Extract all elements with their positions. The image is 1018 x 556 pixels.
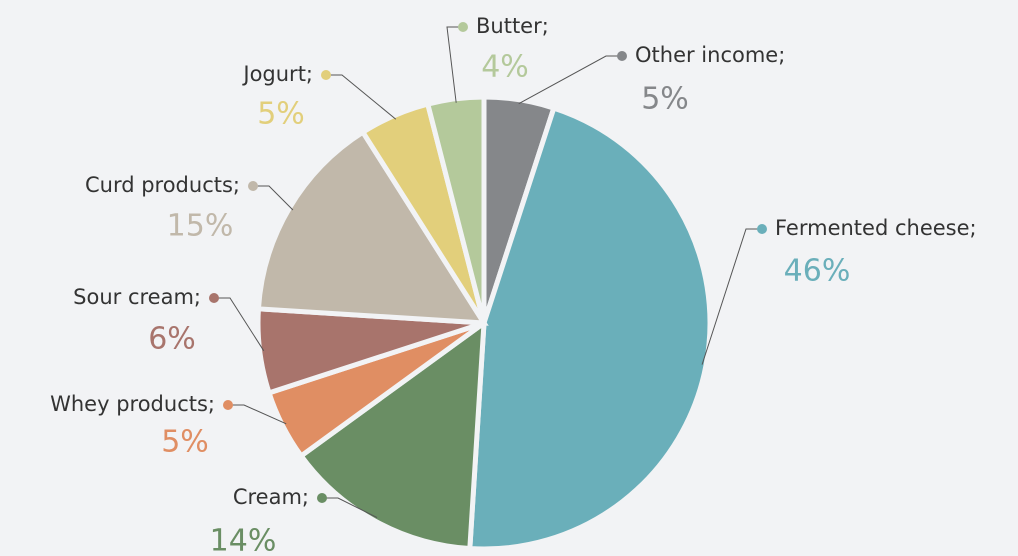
leader-line bbox=[253, 185, 294, 211]
slice-name: Cream; bbox=[233, 485, 309, 509]
slice-name: Jogurt; bbox=[241, 62, 313, 86]
slice-name: Butter; bbox=[476, 14, 549, 38]
value-label: 46% bbox=[784, 254, 851, 289]
slice-name: Other income; bbox=[635, 43, 785, 67]
leader-line bbox=[326, 74, 397, 120]
legend-dot bbox=[223, 400, 233, 410]
leader-line bbox=[322, 497, 378, 518]
slice-name: Sour cream; bbox=[73, 285, 201, 309]
value-label: 15% bbox=[167, 209, 234, 244]
leader-line bbox=[518, 55, 622, 105]
value-label: 5% bbox=[257, 97, 305, 132]
leader-line bbox=[214, 297, 265, 352]
value-label: 6% bbox=[148, 322, 196, 357]
slice-name: Fermented cheese; bbox=[775, 216, 977, 240]
leader-line bbox=[701, 228, 762, 365]
value-label: 5% bbox=[641, 82, 689, 117]
pie-slice bbox=[297, 317, 487, 552]
value-label: 5% bbox=[161, 425, 209, 460]
slice-name: Curd products; bbox=[85, 173, 240, 197]
legend-dot bbox=[248, 181, 258, 191]
legend-dot bbox=[321, 70, 331, 80]
pie-slice bbox=[255, 128, 489, 326]
legend-dot bbox=[317, 493, 327, 503]
slice-name: Whey products; bbox=[50, 392, 215, 416]
value-label: 14% bbox=[210, 524, 277, 556]
pie-slice bbox=[467, 104, 713, 552]
legend-dot bbox=[757, 224, 767, 234]
leader-line bbox=[228, 404, 287, 425]
legend-dot bbox=[617, 51, 627, 61]
leader-line bbox=[446, 26, 463, 103]
legend-dot bbox=[209, 293, 219, 303]
value-label: 4% bbox=[481, 50, 529, 85]
legend-dot bbox=[458, 22, 468, 32]
